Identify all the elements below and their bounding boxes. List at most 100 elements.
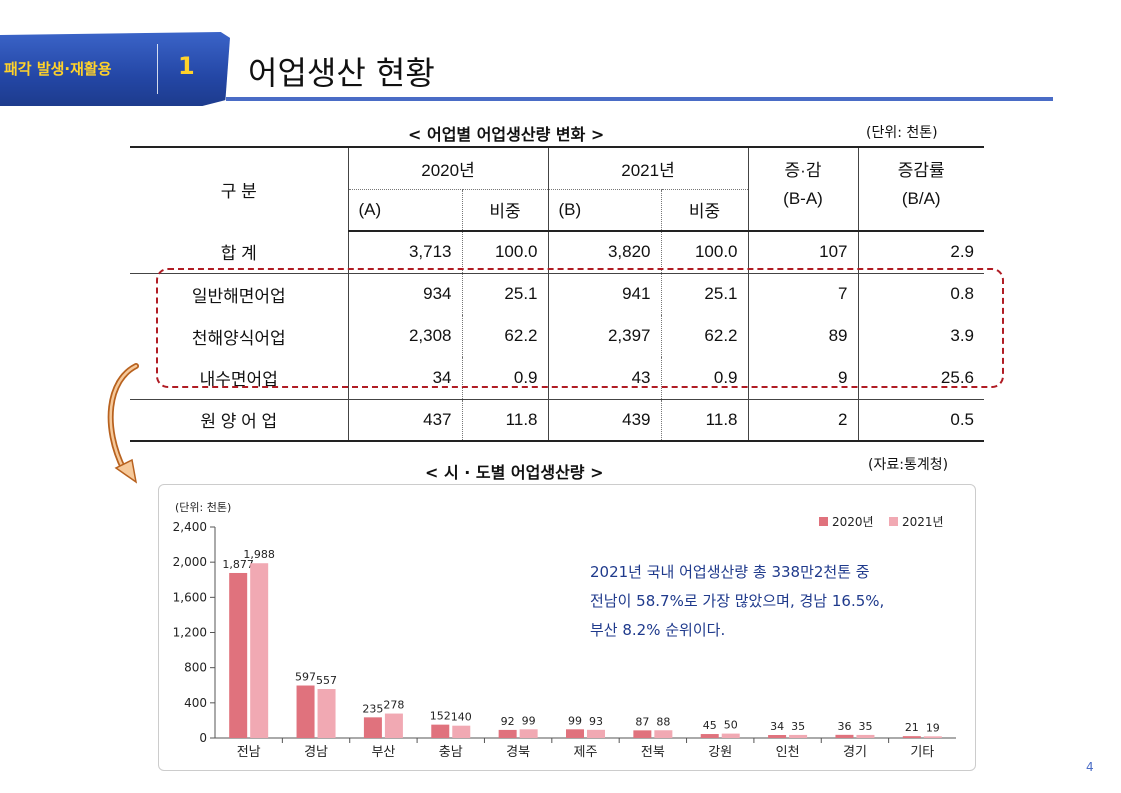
data-label: 92 — [501, 715, 515, 728]
data-label: 557 — [316, 674, 337, 687]
data-label: 278 — [383, 699, 404, 712]
bar-2021 — [384, 713, 403, 738]
table-row: 합 계 3,713 100.0 3,820 100.0 107 2.9 — [130, 231, 984, 274]
bar-2020 — [835, 734, 854, 738]
table-row: 천해양식어업 2,308 62.2 2,397 62.2 89 3.9 — [130, 315, 984, 357]
y-tick-label: 400 — [184, 696, 207, 710]
data-label: 140 — [451, 711, 472, 724]
header-share-2020: 비중 — [461, 188, 548, 232]
section-label: 패각 발생·재활용 — [4, 60, 112, 78]
chart-caption: < 시 · 도별 어업생산량 > — [425, 463, 604, 482]
data-label: 34 — [770, 720, 784, 733]
cell-b-share: 0.9 — [660, 357, 748, 399]
data-label: 50 — [724, 719, 738, 732]
cell-a-share: 100.0 — [461, 231, 548, 274]
data-label: 35 — [791, 720, 805, 733]
legend-swatch — [889, 517, 898, 526]
cell-diff: 107 — [747, 231, 858, 274]
header-2021: 2021년 — [547, 146, 748, 189]
cell-diff: 2 — [747, 398, 858, 442]
y-tick-label: 2,400 — [173, 520, 207, 534]
bar-2021 — [250, 563, 269, 738]
cell-rate: 3.9 — [857, 315, 984, 357]
cell-a-share: 25.1 — [461, 273, 548, 315]
table-row: 일반해면어업 934 25.1 941 25.1 7 0.8 — [130, 273, 984, 315]
source-note: (자료:통계청) — [868, 457, 949, 473]
cell-rate: 0.8 — [857, 273, 984, 315]
header-2020: 2020년 — [347, 146, 548, 189]
data-label: 45 — [703, 719, 717, 732]
data-label: 235 — [362, 702, 383, 715]
cell-rate: 0.5 — [857, 398, 984, 442]
legend-label: 2020년 — [832, 515, 874, 529]
cell-diff: 89 — [747, 315, 858, 357]
cell-a-share: 11.8 — [461, 398, 548, 442]
data-label: 88 — [656, 715, 670, 728]
data-label: 1,877 — [222, 558, 254, 571]
row-label: 천해양식어업 — [191, 328, 286, 348]
callout-line: 전남이 58.7%로 가장 많았으며, 경남 16.5%, — [590, 592, 885, 610]
page-title: 어업생산 현황 — [248, 54, 435, 92]
cell-b: 439 — [547, 398, 661, 442]
chart-callout: 2021년 국내 어업생산량 총 338만2천톤 중 전남이 58.7%로 가장… — [590, 558, 970, 645]
data-label: 21 — [905, 721, 919, 734]
callout-line: 2021년 국내 어업생산량 총 338만2천톤 중 — [590, 563, 870, 581]
x-tick-label: 경북 — [506, 745, 530, 760]
cell-a-share: 0.9 — [461, 357, 548, 399]
table-row: 내수면어업 34 0.9 43 0.9 9 25.6 — [130, 357, 984, 399]
data-label: 35 — [858, 720, 872, 733]
section-banner — [0, 32, 230, 106]
bar-2020 — [296, 685, 315, 738]
bar-2020 — [229, 572, 248, 738]
header-diff: 증·감 — [747, 146, 858, 189]
bar-2020 — [498, 729, 517, 738]
table-row: 원 양 어 업 437 11.8 439 11.8 2 0.5 — [130, 398, 984, 442]
bar-2021 — [856, 734, 875, 738]
x-tick-label: 경기 — [843, 745, 867, 760]
cell-a: 3,713 — [347, 231, 462, 274]
bar-chart: (단위: 천톤) 0 400 800 1,200 1,600 2,000 2,400 전남 1,8… — [173, 500, 956, 760]
cell-diff: 7 — [747, 273, 858, 315]
cell-rate: 25.6 — [857, 357, 984, 399]
x-tick-label: 전남 — [237, 745, 261, 760]
data-label: 93 — [589, 715, 603, 728]
cell-b: 43 — [547, 357, 661, 399]
header-rate-formula: (B/A) — [857, 189, 984, 232]
cell-b: 941 — [547, 273, 661, 315]
bar-2021 — [923, 736, 942, 738]
row-label: 원 양 어 업 — [130, 398, 348, 442]
data-label: 87 — [635, 715, 649, 728]
x-tick-label: 인천 — [776, 745, 800, 760]
bar-2021 — [587, 729, 605, 738]
data-label: 19 — [926, 721, 940, 734]
bar-2021 — [789, 734, 808, 738]
y-tick-label: 1,600 — [173, 590, 207, 604]
banner-divider — [157, 44, 158, 94]
legend-swatch — [819, 517, 828, 526]
production-table: 구 분 2020년 2021년 증·감 증감률 (A) 비중 (B) 비중 (B… — [130, 146, 984, 442]
chart-unit-label: (단위: 천톤) — [175, 500, 231, 514]
bar-2020 — [431, 724, 450, 738]
cell-a: 437 — [347, 398, 462, 442]
title-underline — [226, 97, 1053, 101]
data-label: 597 — [295, 671, 316, 684]
chart-container: (단위: 천톤) 0 400 800 1,200 1,600 2,000 2,400 전남 1,8… — [158, 484, 976, 771]
x-tick-label: 전북 — [641, 745, 665, 760]
cell-b: 2,397 — [547, 315, 661, 357]
bar-2021 — [519, 729, 538, 738]
bar-2021 — [654, 730, 673, 738]
data-label: 152 — [430, 710, 451, 723]
legend-label: 2021년 — [902, 515, 944, 529]
x-tick-label: 경남 — [304, 745, 328, 760]
bar-2020 — [700, 734, 719, 738]
row-label: 합 계 — [130, 231, 348, 274]
x-tick-label: 부산 — [371, 745, 395, 760]
y-tick-label: 0 — [199, 731, 207, 745]
header-category: 구 분 — [130, 146, 348, 231]
y-tick-label: 800 — [184, 661, 207, 675]
data-label: 1,988 — [243, 548, 275, 561]
header-rate: 증감률 — [857, 146, 984, 189]
bar-2021 — [317, 689, 336, 738]
header-diff-formula: (B-A) — [747, 189, 858, 232]
x-tick-label: 충남 — [439, 745, 463, 760]
